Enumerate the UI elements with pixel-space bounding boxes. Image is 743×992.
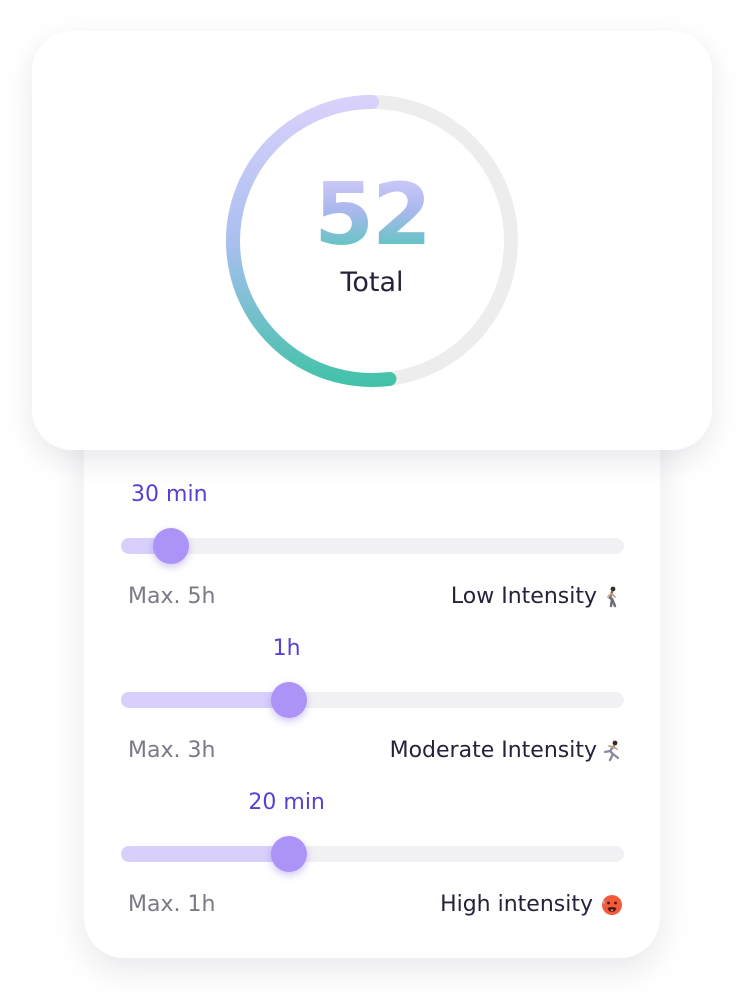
slider-track[interactable] <box>121 682 624 718</box>
slider-value-label: 1h <box>272 636 301 661</box>
slider-value-label: 30 min <box>131 482 208 507</box>
slider-fill <box>121 846 289 862</box>
slider-track[interactable] <box>121 836 624 872</box>
slider-name: Moderate Intensity <box>390 738 623 763</box>
slider-thumb[interactable] <box>153 528 190 564</box>
progress-ring-arc <box>226 95 397 387</box>
slider-name-text: High intensity <box>440 892 593 917</box>
walking-person-icon <box>607 586 617 607</box>
total-summary-card: 52 Total <box>32 31 712 450</box>
slider-track[interactable] <box>121 528 624 564</box>
slider-max-label: Max. 1h <box>128 892 216 917</box>
slider-fill <box>121 692 289 708</box>
slider-thumb[interactable] <box>270 836 307 872</box>
total-label: Total <box>340 267 404 298</box>
total-value: 52 <box>270 169 474 261</box>
slider-name-text: Low Intensity <box>450 584 597 609</box>
slider-max-label: Max. 5h <box>128 584 216 609</box>
slider-name: High intensity <box>440 892 623 917</box>
slider-name: Low Intensity <box>451 584 623 609</box>
intensity-sliders-card <box>84 380 660 958</box>
slider-name-text: Moderate Intensity <box>389 738 597 763</box>
slider-max-label: Max. 3h <box>128 738 216 763</box>
slider-thumb[interactable] <box>270 682 307 718</box>
hot-face-icon <box>602 894 622 915</box>
running-person-icon <box>603 740 620 761</box>
slider-value-label: 20 min <box>248 790 325 815</box>
progress-ring <box>226 95 518 387</box>
